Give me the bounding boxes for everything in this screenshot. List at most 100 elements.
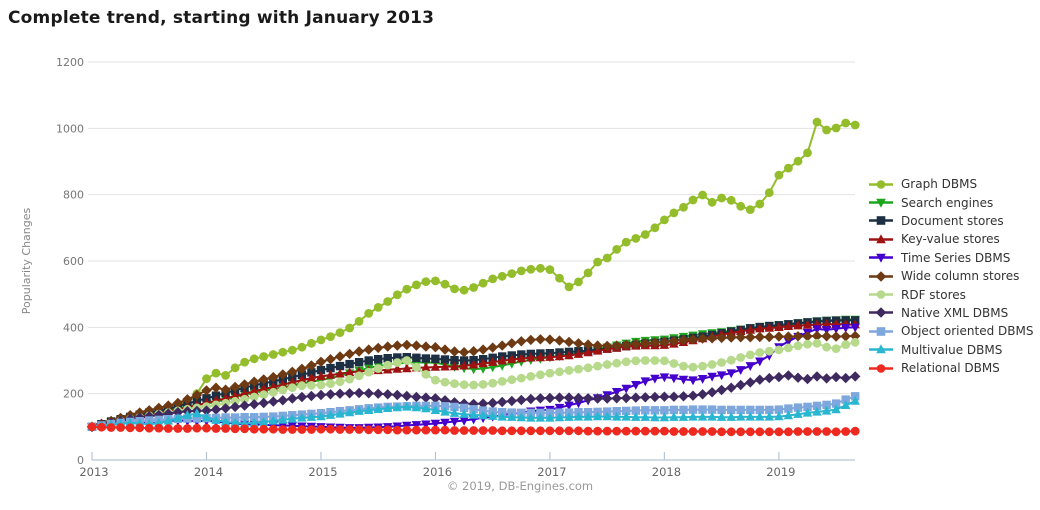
data-point[interactable]: [354, 358, 364, 367]
data-point[interactable]: [220, 416, 231, 426]
data-point[interactable]: [382, 389, 393, 400]
data-point[interactable]: [841, 324, 851, 333]
data-point[interactable]: [554, 412, 565, 422]
data-point[interactable]: [592, 393, 603, 404]
data-point[interactable]: [440, 377, 450, 387]
data-point[interactable]: [440, 402, 450, 411]
data-point[interactable]: [573, 349, 584, 358]
data-point[interactable]: [745, 350, 755, 360]
data-point[interactable]: [526, 372, 536, 381]
data-point[interactable]: [363, 388, 374, 399]
data-point[interactable]: [822, 427, 831, 436]
data-point[interactable]: [240, 357, 250, 367]
data-point[interactable]: [564, 282, 574, 292]
data-point[interactable]: [745, 427, 755, 437]
data-point[interactable]: [440, 418, 450, 428]
data-point[interactable]: [268, 371, 279, 383]
data-point[interactable]: [802, 331, 813, 342]
data-point[interactable]: [630, 392, 641, 403]
data-point[interactable]: [249, 392, 259, 402]
data-point[interactable]: [316, 335, 326, 345]
data-point[interactable]: [459, 356, 469, 365]
data-point[interactable]: [459, 426, 469, 435]
legend-item-document-stores[interactable]: Document stores: [868, 212, 1033, 230]
data-point[interactable]: [353, 346, 365, 357]
data-point[interactable]: [287, 345, 297, 355]
data-point[interactable]: [488, 274, 498, 284]
data-point[interactable]: [392, 358, 402, 367]
data-point[interactable]: [106, 423, 116, 432]
data-point[interactable]: [535, 352, 546, 362]
data-point[interactable]: [783, 370, 794, 381]
data-point[interactable]: [631, 356, 641, 366]
data-point[interactable]: [316, 365, 326, 375]
data-point[interactable]: [507, 426, 517, 436]
data-point[interactable]: [773, 331, 785, 342]
data-point[interactable]: [507, 354, 517, 364]
data-point[interactable]: [354, 406, 364, 415]
legend-item-multivalue-dbms[interactable]: Multivalue DBMS: [868, 341, 1033, 359]
data-point[interactable]: [803, 427, 812, 436]
data-point[interactable]: [612, 426, 622, 436]
data-point[interactable]: [497, 271, 507, 281]
data-point[interactable]: [831, 404, 841, 414]
data-point[interactable]: [602, 253, 612, 263]
data-point[interactable]: [812, 401, 822, 411]
data-point[interactable]: [450, 284, 459, 294]
data-point[interactable]: [307, 381, 316, 390]
data-point[interactable]: [211, 415, 221, 424]
legend-item-rdf-stores[interactable]: RDF stores: [868, 285, 1033, 303]
data-point[interactable]: [774, 322, 784, 331]
data-point[interactable]: [278, 414, 288, 424]
data-point[interactable]: [536, 370, 545, 380]
data-point[interactable]: [668, 335, 680, 347]
data-point[interactable]: [516, 266, 526, 276]
data-point[interactable]: [497, 411, 507, 421]
data-point[interactable]: [191, 389, 203, 401]
data-point[interactable]: [716, 412, 727, 421]
data-point[interactable]: [669, 412, 679, 421]
data-point[interactable]: [297, 374, 307, 384]
data-point[interactable]: [736, 427, 746, 437]
data-point[interactable]: [830, 331, 842, 342]
data-point[interactable]: [516, 373, 526, 383]
data-point[interactable]: [707, 360, 717, 369]
data-point[interactable]: [402, 401, 412, 411]
data-point[interactable]: [707, 197, 717, 207]
data-point[interactable]: [612, 245, 622, 254]
data-point[interactable]: [144, 423, 154, 433]
data-point[interactable]: [555, 426, 564, 436]
data-point[interactable]: [268, 381, 278, 391]
data-point[interactable]: [277, 395, 288, 406]
data-point[interactable]: [374, 355, 383, 364]
data-point[interactable]: [249, 424, 259, 434]
data-point[interactable]: [736, 405, 745, 415]
data-point[interactable]: [544, 334, 556, 345]
data-point[interactable]: [812, 406, 822, 416]
data-point[interactable]: [373, 404, 383, 413]
data-point[interactable]: [764, 188, 774, 198]
data-point[interactable]: [249, 386, 259, 395]
data-point[interactable]: [154, 423, 164, 433]
data-point[interactable]: [459, 380, 469, 390]
data-point[interactable]: [335, 408, 345, 418]
data-point[interactable]: [316, 411, 326, 421]
data-point[interactable]: [258, 397, 269, 409]
data-point[interactable]: [544, 392, 556, 404]
data-point[interactable]: [678, 334, 689, 346]
data-point[interactable]: [688, 195, 698, 205]
data-point[interactable]: [364, 356, 373, 365]
data-point[interactable]: [440, 361, 450, 371]
data-point[interactable]: [659, 412, 670, 422]
data-point[interactable]: [459, 360, 469, 370]
data-point[interactable]: [726, 382, 737, 393]
data-point[interactable]: [401, 339, 412, 351]
data-point[interactable]: [182, 394, 193, 405]
data-point[interactable]: [583, 426, 593, 436]
data-point[interactable]: [831, 123, 841, 133]
data-point[interactable]: [755, 357, 765, 367]
data-point[interactable]: [736, 411, 746, 421]
data-point[interactable]: [602, 360, 612, 369]
data-point[interactable]: [812, 427, 822, 436]
data-point[interactable]: [850, 426, 860, 436]
